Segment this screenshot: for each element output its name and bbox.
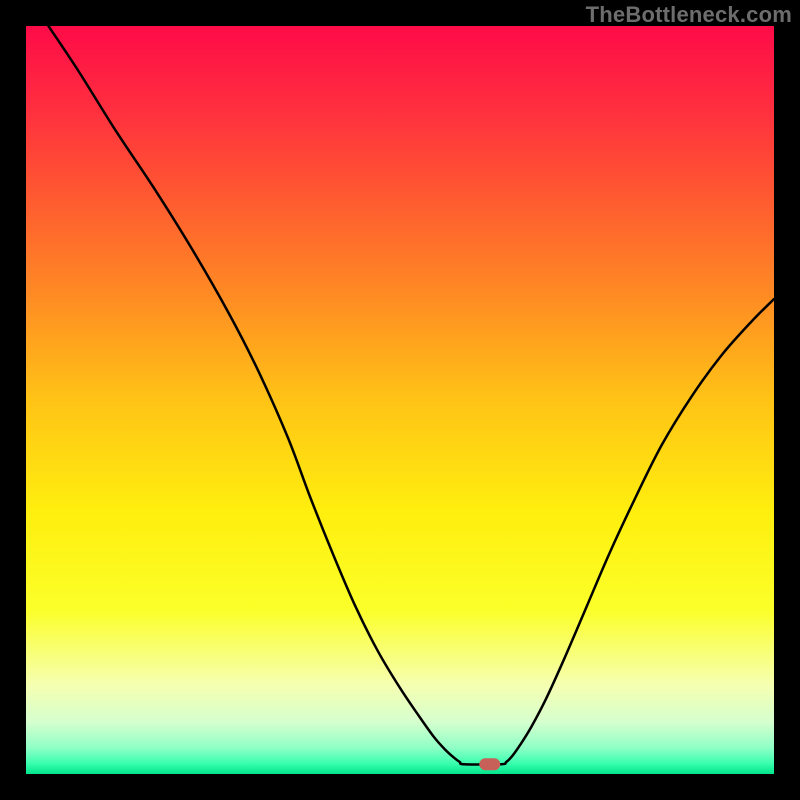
chart-frame: TheBottleneck.com	[0, 0, 800, 800]
plot-area	[26, 26, 774, 774]
min-marker	[479, 758, 500, 770]
chart-svg	[26, 26, 774, 774]
gradient-background	[26, 26, 774, 774]
watermark-text: TheBottleneck.com	[586, 2, 792, 28]
